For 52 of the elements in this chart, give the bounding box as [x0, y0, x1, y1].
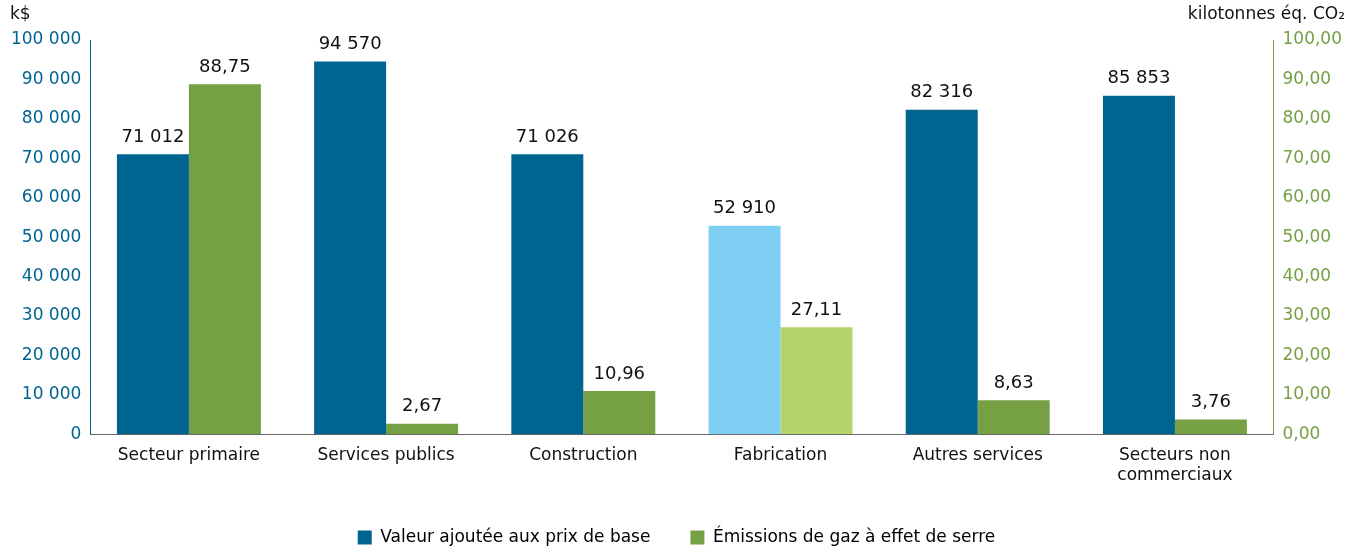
y2-tick-label: 70,00	[1282, 146, 1332, 167]
legend-label: Valeur ajoutée aux prix de base	[380, 525, 651, 546]
y-tick-label: 10 000	[21, 383, 82, 404]
bar	[386, 423, 459, 435]
y-tick-label: 100 000	[10, 28, 82, 49]
y2-axis-title: kilotonnes éq. CO₂	[1187, 2, 1345, 23]
y-tick-label: 60 000	[21, 186, 82, 207]
y-tick-label: 70 000	[21, 146, 82, 167]
y2-tick-label: 90,00	[1282, 67, 1332, 88]
y-tick-label: 20 000	[21, 343, 82, 364]
data-label: 3,76	[1190, 390, 1231, 412]
y-tick-label: 50 000	[21, 225, 82, 246]
x-tick-label: Construction	[529, 443, 638, 464]
bar	[905, 109, 978, 435]
x-tick-label: Fabrication	[733, 443, 828, 464]
x-tick-label: Services publics	[317, 443, 455, 464]
y2-tick-label: 0,00	[1282, 422, 1321, 443]
data-label: 94 570	[318, 32, 382, 54]
bar	[511, 154, 584, 435]
y-axis-title: k$	[10, 2, 31, 23]
y-tick-label: 80 000	[21, 107, 82, 128]
y2-tick-label: 20,00	[1282, 343, 1332, 364]
x-tick-label: Secteur primaire	[117, 443, 260, 464]
data-label: 88,75	[199, 55, 251, 77]
y2-tick-label: 100,00	[1282, 28, 1342, 49]
x-tick-label: Secteurs non commerciaux	[1117, 443, 1233, 485]
y2-tick-label: 80,00	[1282, 107, 1332, 128]
data-label: 2,67	[402, 394, 443, 416]
data-label: 27,11	[790, 298, 843, 319]
bar	[1174, 419, 1247, 435]
bar	[583, 391, 656, 435]
y-tick-label: 90 000	[21, 67, 82, 88]
y2-tick-label: 30,00	[1282, 304, 1332, 325]
bar	[314, 61, 387, 435]
y-tick-label: 30 000	[21, 304, 82, 325]
y2-tick-label: 40,00	[1282, 264, 1332, 285]
y2-tick-label: 50,00	[1282, 225, 1332, 246]
data-label: 82 316	[910, 80, 974, 102]
data-label: 71 012	[121, 124, 185, 146]
y2-tick-label: 10,00	[1282, 383, 1332, 404]
data-label: 71 026	[515, 124, 579, 146]
y-tick-label: 40 000	[21, 264, 82, 285]
y2-tick-label: 60,00	[1282, 186, 1332, 207]
bar	[977, 400, 1050, 435]
y-tick-label: 0	[70, 422, 82, 443]
data-label: 8,63	[993, 370, 1034, 392]
legend-label: Émissions de gaz à effet de serre	[712, 524, 996, 546]
data-label: 52 910	[713, 196, 777, 218]
data-label: 10,96	[593, 361, 646, 383]
x-tick-label: Autres services	[912, 443, 1043, 464]
bar	[1102, 95, 1175, 435]
data-label: 85 853	[1107, 66, 1171, 88]
